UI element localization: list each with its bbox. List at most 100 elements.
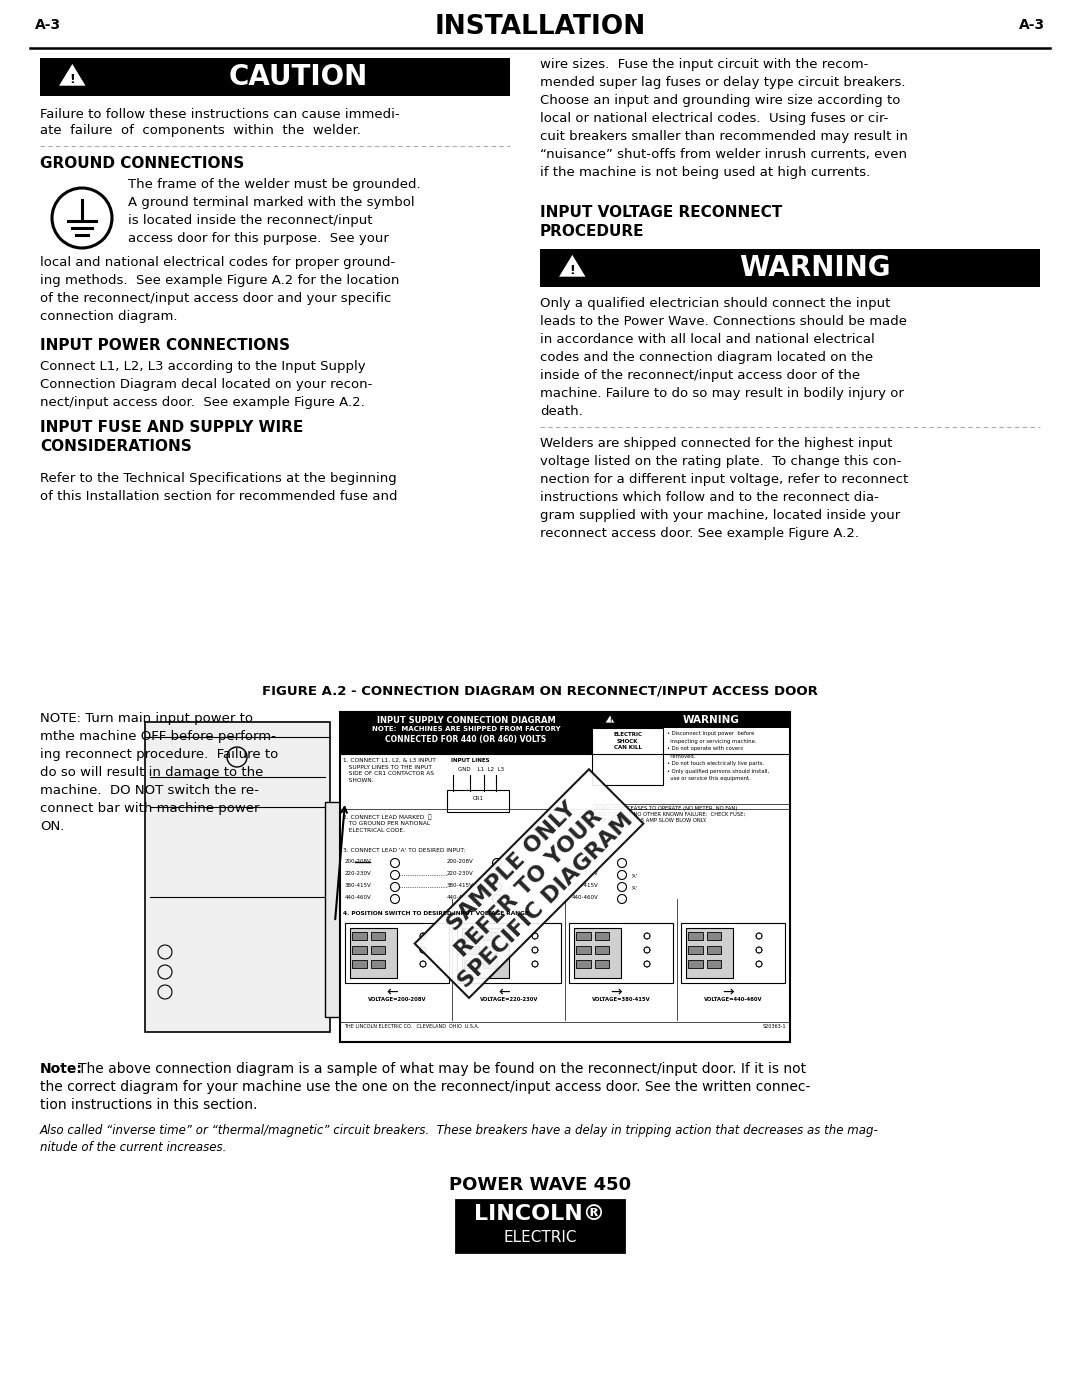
Text: inspecting or servicing machine.: inspecting or servicing machine. — [667, 739, 757, 743]
Text: GROUND CONNECTIONS: GROUND CONNECTIONS — [40, 156, 244, 170]
FancyBboxPatch shape — [595, 960, 609, 968]
FancyBboxPatch shape — [345, 923, 449, 983]
FancyBboxPatch shape — [352, 960, 366, 968]
Text: WARNING: WARNING — [739, 254, 891, 282]
Text: THE LINCOLN ELECTRIC CO.   CLEVELAND  OHIO  U.S.A.: THE LINCOLN ELECTRIC CO. CLEVELAND OHIO … — [345, 1024, 480, 1030]
Text: CONNECTED FOR 440 (OR 460) VOLTS: CONNECTED FOR 440 (OR 460) VOLTS — [386, 735, 546, 745]
Text: 380-415V: 380-415V — [345, 883, 372, 888]
Text: INPUT VOLTAGE RECONNECT
PROCEDURE: INPUT VOLTAGE RECONNECT PROCEDURE — [540, 205, 782, 239]
FancyBboxPatch shape — [592, 712, 789, 728]
Text: • Do not operate with covers: • Do not operate with covers — [667, 746, 743, 752]
Text: 'A': 'A' — [507, 886, 513, 890]
Text: GND    L1  L2  L3: GND L1 L2 L3 — [458, 767, 504, 773]
Text: 220-230V: 220-230V — [447, 870, 474, 876]
Text: FIGURE A.2 - CONNECTION DIAGRAM ON RECONNECT/INPUT ACCESS DOOR: FIGURE A.2 - CONNECTION DIAGRAM ON RECON… — [262, 685, 818, 698]
FancyBboxPatch shape — [352, 932, 366, 940]
Text: INPUT POWER CONNECTIONS: INPUT POWER CONNECTIONS — [40, 338, 291, 353]
Text: A-3: A-3 — [35, 18, 62, 32]
FancyBboxPatch shape — [688, 946, 703, 954]
Text: Only a qualified electrician should connect the input
leads to the Power Wave. C: Only a qualified electrician should conn… — [540, 298, 907, 418]
Text: 200-208V: 200-208V — [345, 859, 372, 863]
Text: use or service this equipment.: use or service this equipment. — [667, 775, 751, 781]
Text: →: → — [723, 985, 733, 999]
Text: The above connection diagram is a sample of what may be found on the reconnect/i: The above connection diagram is a sample… — [78, 1062, 806, 1076]
FancyBboxPatch shape — [447, 789, 509, 812]
Text: !: ! — [609, 718, 611, 724]
Text: →: → — [610, 985, 622, 999]
FancyBboxPatch shape — [370, 960, 386, 968]
FancyBboxPatch shape — [573, 928, 621, 978]
Text: ←: ← — [386, 985, 397, 999]
Polygon shape — [605, 715, 615, 724]
Text: Failure to follow these instructions can cause immedi-: Failure to follow these instructions can… — [40, 108, 400, 122]
Text: INPUT FUSE AND SUPPLY WIRE
CONSIDERATIONS: INPUT FUSE AND SUPPLY WIRE CONSIDERATION… — [40, 420, 303, 454]
Text: INSTALLATION: INSTALLATION — [434, 14, 646, 41]
FancyBboxPatch shape — [706, 946, 721, 954]
Text: NOTE:  MACHINES ARE SHIPPED FROM FACTORY: NOTE: MACHINES ARE SHIPPED FROM FACTORY — [372, 726, 561, 732]
Text: 380-415V: 380-415V — [572, 883, 598, 888]
FancyBboxPatch shape — [483, 932, 497, 940]
Text: 440-460V: 440-460V — [345, 895, 372, 900]
Text: wire sizes.  Fuse the input circuit with the recom-
mended super lag fuses or de: wire sizes. Fuse the input circuit with … — [540, 59, 908, 179]
Text: ←: ← — [498, 985, 510, 999]
Text: 'A': 'A' — [632, 886, 638, 890]
Text: removed.: removed. — [667, 753, 696, 759]
Text: Refer to the Technical Specifications at the beginning
of this Installation sect: Refer to the Technical Specifications at… — [40, 472, 397, 503]
FancyBboxPatch shape — [464, 932, 478, 940]
Text: ate  failure  of  components  within  the  welder.: ate failure of components within the wel… — [40, 124, 361, 137]
Text: The frame of the welder must be grounded.
A ground terminal marked with the symb: The frame of the welder must be grounded… — [129, 177, 420, 244]
FancyBboxPatch shape — [483, 946, 497, 954]
Text: SAMPLE ONLY
REFER TO YOUR
SPECIFIC DIAGRAM: SAMPLE ONLY REFER TO YOUR SPECIFIC DIAGR… — [421, 775, 637, 992]
Text: local and national electrical codes for proper ground-
ing methods.  See example: local and national electrical codes for … — [40, 256, 400, 323]
Text: tion instructions in this section.: tion instructions in this section. — [40, 1098, 257, 1112]
Text: NOTE: Turn main input power to
mthe machine OFF before perform-
ing reconnect pr: NOTE: Turn main input power to mthe mach… — [40, 712, 279, 833]
Text: 380-415V: 380-415V — [447, 883, 474, 888]
FancyBboxPatch shape — [576, 946, 591, 954]
Text: VOLTAGE=200-208V: VOLTAGE=200-208V — [367, 997, 427, 1002]
Text: • Only qualified persons should install,: • Only qualified persons should install, — [667, 768, 769, 774]
FancyBboxPatch shape — [576, 932, 591, 940]
FancyBboxPatch shape — [706, 960, 721, 968]
FancyBboxPatch shape — [686, 928, 733, 978]
Text: !: ! — [569, 264, 576, 277]
FancyBboxPatch shape — [350, 928, 396, 978]
FancyBboxPatch shape — [352, 946, 366, 954]
Text: VOLTAGE=380-415V: VOLTAGE=380-415V — [592, 997, 650, 1002]
FancyBboxPatch shape — [370, 932, 386, 940]
FancyBboxPatch shape — [595, 932, 609, 940]
FancyBboxPatch shape — [370, 946, 386, 954]
Text: Note:: Note: — [40, 1062, 83, 1076]
Text: 'A': 'A' — [507, 873, 513, 879]
Text: ELECTRIC
SHOCK
CAN KILL: ELECTRIC SHOCK CAN KILL — [613, 732, 643, 750]
FancyBboxPatch shape — [40, 59, 510, 96]
Text: 3. CONNECT LEAD 'A' TO DESIRED INPUT:: 3. CONNECT LEAD 'A' TO DESIRED INPUT: — [343, 848, 465, 854]
FancyBboxPatch shape — [540, 249, 1040, 286]
Text: VOLTAGE=440-460V: VOLTAGE=440-460V — [704, 997, 762, 1002]
FancyBboxPatch shape — [145, 722, 330, 1032]
Text: CAUTION: CAUTION — [229, 63, 368, 91]
FancyBboxPatch shape — [456, 1200, 624, 1252]
FancyBboxPatch shape — [340, 712, 592, 754]
FancyBboxPatch shape — [464, 960, 478, 968]
FancyBboxPatch shape — [569, 923, 673, 983]
Text: 'A': 'A' — [632, 873, 638, 879]
Text: 200-208V: 200-208V — [572, 859, 598, 863]
FancyBboxPatch shape — [325, 802, 355, 1017]
Text: • Disconnect input power  before: • Disconnect input power before — [667, 731, 755, 736]
FancyBboxPatch shape — [576, 960, 591, 968]
Text: INPUT LINES: INPUT LINES — [450, 759, 489, 763]
Text: VOLTAGE=220-230V: VOLTAGE=220-230V — [480, 997, 538, 1002]
FancyBboxPatch shape — [464, 946, 478, 954]
Text: the correct diagram for your machine use the one on the reconnect/input access d: the correct diagram for your machine use… — [40, 1080, 810, 1094]
Text: IF MACHINE CEASES TO OPERATE (NO METER, NO FAN)
AND THERE IS NO OTHER KNOWN FAIL: IF MACHINE CEASES TO OPERATE (NO METER, … — [595, 806, 745, 823]
Text: 440-460V: 440-460V — [572, 895, 598, 900]
FancyBboxPatch shape — [706, 932, 721, 940]
Text: Welders are shipped connected for the highest input
voltage listed on the rating: Welders are shipped connected for the hi… — [540, 437, 908, 541]
Text: ELECTRIC: ELECTRIC — [503, 1231, 577, 1246]
FancyBboxPatch shape — [688, 932, 703, 940]
FancyBboxPatch shape — [681, 923, 785, 983]
Text: !: ! — [69, 73, 76, 85]
Text: INPUT SUPPLY CONNECTION DIAGRAM: INPUT SUPPLY CONNECTION DIAGRAM — [377, 717, 555, 725]
Text: S20363-1: S20363-1 — [762, 1024, 786, 1030]
FancyBboxPatch shape — [462, 928, 509, 978]
